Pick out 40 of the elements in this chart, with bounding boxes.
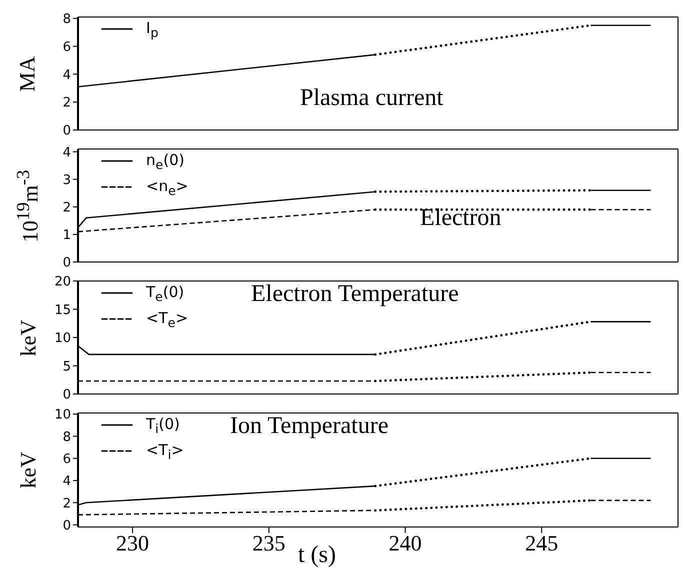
- y-tick-label: 15: [54, 302, 71, 318]
- x-tick-label: 235: [252, 530, 286, 556]
- legend-label: <n$_{e}$>: [146, 176, 188, 198]
- y-tick-label: 4: [62, 68, 71, 83]
- legend-label: n$_{e}$(0): [146, 150, 184, 172]
- y-axis-title: MA: [14, 56, 41, 92]
- legend-label: T$_{e}$(0): [146, 282, 184, 304]
- x-tick-label: 245: [525, 530, 558, 556]
- y-tick-label: 1: [62, 228, 71, 244]
- y-tick-label: 10: [54, 331, 71, 346]
- y-tick-label: 20: [54, 274, 71, 290]
- chart-title: Electron Temperature: [251, 280, 459, 308]
- y-tick-label: 2: [62, 96, 71, 111]
- y-tick-label: 4: [62, 145, 71, 160]
- y-axis-title: keV: [15, 320, 41, 356]
- y-tick-label: 0: [62, 256, 71, 271]
- y-tick-label: 2: [62, 200, 71, 216]
- y-tick-label: 8: [62, 430, 71, 445]
- chart-title: Ion Temperature: [230, 412, 388, 440]
- y-tick-label: 4: [62, 474, 71, 490]
- legend-label: I$_{p}$: [146, 18, 158, 40]
- y-tick-label: 0: [62, 124, 71, 139]
- text: Plasma current: [300, 84, 444, 112]
- y-tick-label: 6: [62, 40, 71, 55]
- y-tick-label: 0: [62, 518, 71, 534]
- legend-label: <T$_{e}$>: [146, 308, 188, 330]
- legend-label: <T$_{i}$>: [146, 440, 184, 462]
- y-axis-title: keV: [15, 452, 41, 488]
- y-tick-label: 8: [62, 12, 71, 28]
- legend-label: T$_{i}$(0): [146, 414, 180, 436]
- x-axis-title: t (s): [298, 542, 336, 569]
- x-tick-label: 240: [388, 530, 422, 556]
- y-tick-label: 2: [62, 496, 71, 512]
- y-tick-label: 5: [62, 359, 71, 374]
- text: Electron: [420, 204, 502, 232]
- y-tick-label: 0: [62, 388, 71, 403]
- y-tick-label: 3: [62, 172, 71, 188]
- y-tick-label: 10: [54, 408, 71, 423]
- y-tick-label: 6: [62, 452, 71, 467]
- x-tick-label: 230: [116, 530, 150, 556]
